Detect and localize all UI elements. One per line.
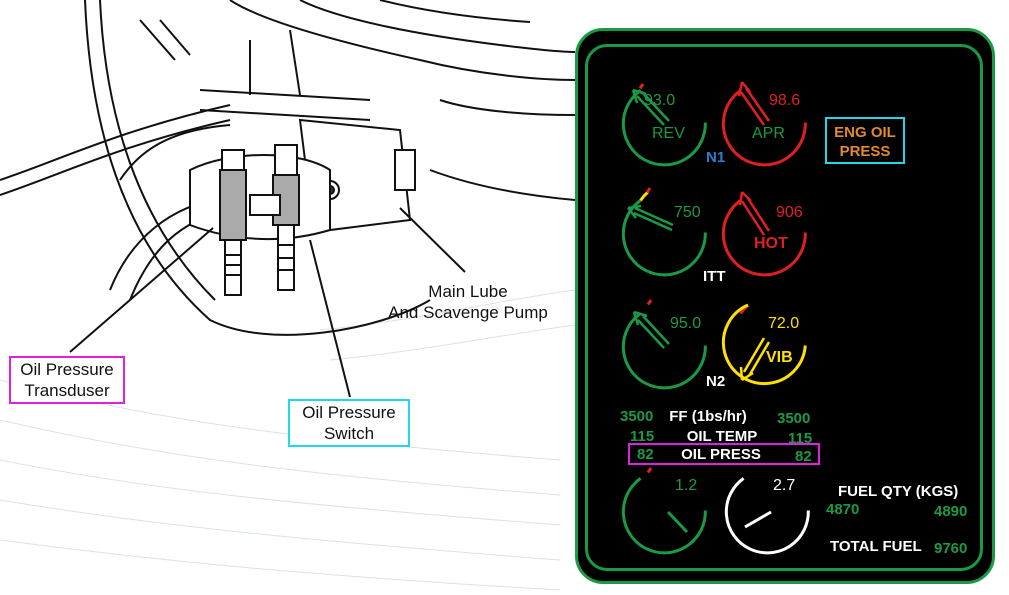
n2-label: N2 (706, 373, 725, 390)
annunciator-line-1: ENG OIL (834, 124, 896, 141)
n1-label: N1 (706, 149, 725, 166)
gauge-arc (721, 199, 807, 277)
n2-left-value: 95.0 (670, 315, 701, 332)
oil-press-left-value: 82 (637, 446, 654, 463)
gauge-arc (621, 312, 707, 390)
oil-temp-row: 115 OIL TEMP 115 (630, 428, 812, 447)
ff-label: FF (1bs/hr) (669, 408, 747, 425)
fuel-flow-row: 3500 FF (1bs/hr) 3500 (620, 408, 810, 427)
needle-icon (666, 510, 689, 534)
main-lube-pump-callout: Main Lube And Scavenge Pump (370, 280, 566, 324)
fuel-gauge-value: 2.7 (773, 477, 795, 494)
itt-left-value: 750 (674, 204, 701, 221)
callout-line: Oil Pressure (302, 403, 396, 422)
oil-press-right-value: 82 (795, 448, 812, 465)
oil-temp-label: OIL TEMP (687, 428, 758, 445)
pipework (0, 19, 371, 301)
oil-press-label: OIL PRESS (681, 446, 761, 463)
oil-press-gauge: 1.2 (621, 467, 707, 555)
n2-left-gauge: 95.0 (621, 299, 707, 390)
itt-left-gauge: 750 (621, 187, 707, 277)
oil-press-highlight-box (628, 443, 820, 465)
redline-tick (638, 83, 645, 90)
callout-line: Transduser (24, 381, 110, 400)
hollow-arrow-needle-icon (632, 310, 670, 349)
callout-line: Main Lube (428, 282, 508, 301)
redline-tick (646, 467, 653, 474)
n2-right-gauge: 72.0 VIB (721, 303, 807, 386)
n1-right-value: 98.6 (769, 92, 800, 109)
oil-press-gauge-value: 1.2 (675, 477, 697, 494)
oil-temp-left-value: 115 (630, 428, 654, 445)
fuel-quantity-block: FUEL QTY (KGS) 4870 4890 TOTAL FUEL 9760 (826, 483, 967, 557)
callout-line: Oil Pressure (20, 360, 114, 379)
ff-left-value: 3500 (620, 408, 653, 425)
n1-left-gauge: 93.0 REV (621, 83, 707, 167)
itt-hot-label: HOT (754, 235, 788, 252)
gauge-arc (621, 89, 707, 167)
fuel-qty-label: FUEL QTY (KGS) (838, 483, 958, 500)
needle-icon (744, 510, 772, 529)
n1-right-gauge: 98.6 APR (721, 81, 807, 167)
n2-right-value: 72.0 (768, 315, 799, 332)
oil-pressure-switch (249, 144, 300, 291)
fuel-qty-right: 4890 (934, 503, 967, 520)
itt-right-gauge: 906 HOT (721, 191, 807, 277)
engine-background-contours (0, 289, 576, 591)
engine-indication-panel (575, 28, 995, 584)
total-fuel-value: 9760 (934, 540, 967, 557)
itt-right-value: 906 (776, 204, 803, 221)
hollow-arrow-needle-icon (737, 81, 771, 126)
n1-right-apr-label: APR (752, 125, 785, 142)
oil-press-row: 82 OIL PRESS 82 (628, 443, 820, 465)
hollow-arrow-needle-icon (631, 88, 670, 126)
gauge-arc (724, 477, 810, 555)
annunciator-line-2: PRESS (840, 143, 891, 160)
caution-arc (639, 190, 650, 202)
oil-temp-right-value: 115 (788, 430, 812, 447)
vib-label: VIB (766, 349, 793, 366)
hollow-arrow-needle-icon (739, 337, 771, 382)
fuel-qty-left: 4870 (826, 501, 859, 518)
total-fuel-label: TOTAL FUEL (830, 538, 922, 555)
annunciator-box (825, 117, 905, 164)
gauge-arc (621, 477, 707, 555)
hollow-arrow-needle-icon (627, 204, 674, 232)
n1-left-rev-label: REV (652, 125, 685, 142)
oil-pressure-transducer-callout: Oil Pressure Transduser (9, 356, 125, 404)
gauge-arc (621, 199, 707, 277)
oil-pressure-transducer (219, 149, 247, 296)
callout-line: And Scavenge Pump (388, 303, 548, 322)
ff-right-value: 3500 (777, 410, 810, 427)
itt-label: ITT (703, 268, 726, 285)
callout-line: Switch (323, 424, 375, 443)
engine-casing (84, 0, 576, 336)
fuel-flow-gauge: 2.7 (724, 477, 810, 555)
redline-tick (646, 299, 653, 306)
n1-left-value: 93.0 (644, 92, 675, 109)
redline-tick (645, 187, 652, 194)
hollow-arrow-needle-icon (738, 191, 771, 236)
engine-indication-panel-inner-border (585, 44, 983, 571)
leader-lines (69, 207, 466, 398)
oil-pressure-switch-callout: Oil Pressure Switch (288, 399, 410, 447)
eng-oil-press-annunciator: ENG OIL PRESS (825, 117, 905, 164)
gauge-arc (721, 89, 807, 167)
